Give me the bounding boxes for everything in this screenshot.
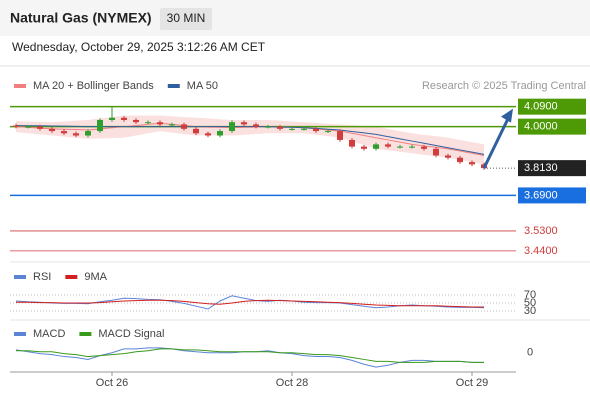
candle-body — [61, 131, 67, 134]
candle-body — [229, 122, 235, 132]
candle-body — [217, 131, 223, 136]
level-box — [518, 160, 586, 177]
candle-body — [157, 122, 163, 125]
timestamp: Wednesday, October 29, 2025 3:12:26 AM C… — [12, 40, 266, 54]
y-tick-label: 30 — [524, 305, 536, 317]
candle-body — [37, 126, 43, 129]
legend-swatch — [65, 275, 78, 279]
candle-body — [361, 146, 367, 149]
candle-body — [73, 133, 79, 136]
interval-badge — [160, 8, 212, 30]
candle-body — [97, 119, 103, 132]
arrow-head — [501, 108, 513, 123]
candle-body — [325, 131, 331, 133]
level-label: 3.5300 — [524, 225, 558, 237]
ma-line — [15, 122, 485, 156]
level-box — [518, 187, 586, 204]
indicator-line — [15, 347, 484, 368]
candle-body — [253, 124, 259, 127]
candle-body — [349, 139, 355, 147]
bollinger-band — [16, 115, 484, 165]
legend-swatch — [167, 84, 180, 88]
candle-body — [433, 148, 439, 156]
candle-body — [205, 133, 211, 136]
candle-body — [397, 146, 403, 148]
candle-body — [409, 146, 415, 148]
y-tick-label: 50 — [524, 297, 536, 309]
candle-body — [85, 131, 91, 136]
legend-swatch — [79, 332, 92, 336]
candle-body — [133, 119, 139, 123]
indicator-line — [15, 295, 485, 310]
legend-label: RSI — [33, 271, 51, 283]
ma-line — [15, 125, 485, 155]
level-label: 4.0900 — [524, 101, 558, 113]
candle-body — [337, 131, 343, 140]
candle-body — [373, 144, 379, 149]
candle-body — [385, 144, 391, 147]
level-label: 3.4400 — [524, 245, 558, 257]
legend-label: MACD Signal — [98, 328, 164, 340]
candle-body — [121, 117, 127, 120]
legend-swatch — [14, 332, 26, 336]
x-tick-label: Oct 29 — [456, 377, 488, 389]
candle-body — [457, 157, 463, 163]
candle-body — [301, 128, 307, 130]
header-bg — [0, 0, 590, 36]
candle-body — [289, 128, 295, 130]
indicator-line — [16, 299, 484, 308]
candle-body — [13, 125, 19, 127]
legend-swatch — [14, 275, 26, 279]
candle-body — [313, 128, 319, 132]
level-box — [518, 118, 586, 135]
legend-label: MA 20 + Bollinger Bands — [33, 80, 154, 92]
candle-body — [193, 128, 199, 134]
y-tick-label: 0 — [527, 347, 533, 359]
level-box — [518, 98, 586, 115]
source: Research © 2025 Trading Central — [422, 80, 586, 92]
level-label: 4.0000 — [524, 121, 558, 133]
level-label: 3.8130 — [524, 162, 558, 174]
candle-body — [49, 128, 55, 132]
legend-swatch — [14, 84, 26, 88]
legend-label: 9MA — [84, 271, 107, 283]
candle-body — [277, 126, 283, 129]
candle-body — [421, 146, 427, 149]
candle-body — [181, 124, 187, 129]
x-tick-label: Oct 26 — [96, 377, 128, 389]
candle-body — [265, 126, 271, 128]
candle-body — [109, 117, 115, 120]
interval: 30 MIN — [167, 11, 206, 25]
arrow-shaft — [482, 116, 511, 169]
x-tick-label: Oct 28 — [276, 377, 308, 389]
candle-body — [469, 162, 475, 165]
level-label: 3.6900 — [524, 189, 558, 201]
legend-label: MACD — [33, 328, 65, 340]
legend-label: MA 50 — [187, 80, 218, 92]
candle-body — [169, 124, 175, 126]
candle-body — [445, 155, 451, 158]
title: Natural Gas (NYMEX) — [10, 10, 152, 26]
candle-body — [145, 122, 151, 124]
y-tick-label: 70 — [524, 289, 536, 301]
candle-body — [25, 126, 31, 128]
indicator-line — [16, 348, 484, 363]
candle-body — [241, 122, 247, 125]
